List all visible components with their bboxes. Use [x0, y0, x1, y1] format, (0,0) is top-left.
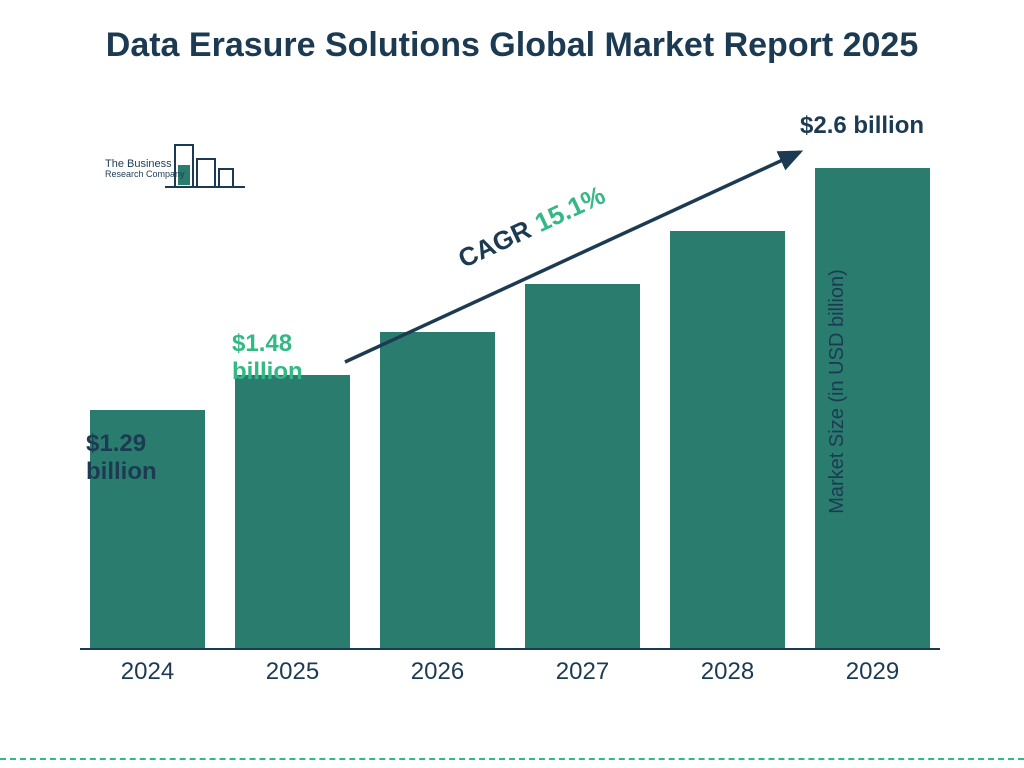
bar	[525, 284, 640, 648]
chart-plot	[80, 130, 940, 650]
bar	[670, 231, 785, 648]
x-axis-label: 2025	[235, 658, 350, 686]
x-axis-label: 2028	[670, 658, 785, 686]
bar	[380, 332, 495, 648]
x-axis-label: 2027	[525, 658, 640, 686]
x-axis-label: 2029	[815, 658, 930, 686]
x-axis-label: 2026	[380, 658, 495, 686]
chart-area: CAGR15.1% Market Size (in USD billion) 2…	[80, 130, 940, 690]
bottom-dashed-line	[0, 758, 1024, 760]
bar	[235, 375, 350, 648]
x-axis-label: 2024	[90, 658, 205, 686]
value-label: $1.29billion	[86, 430, 157, 485]
y-axis-label: Market Size (in USD billion)	[826, 269, 849, 514]
value-label: $1.48billion	[232, 330, 303, 385]
chart-title: Data Erasure Solutions Global Market Rep…	[0, 24, 1024, 67]
value-label: $2.6 billion	[800, 112, 924, 140]
